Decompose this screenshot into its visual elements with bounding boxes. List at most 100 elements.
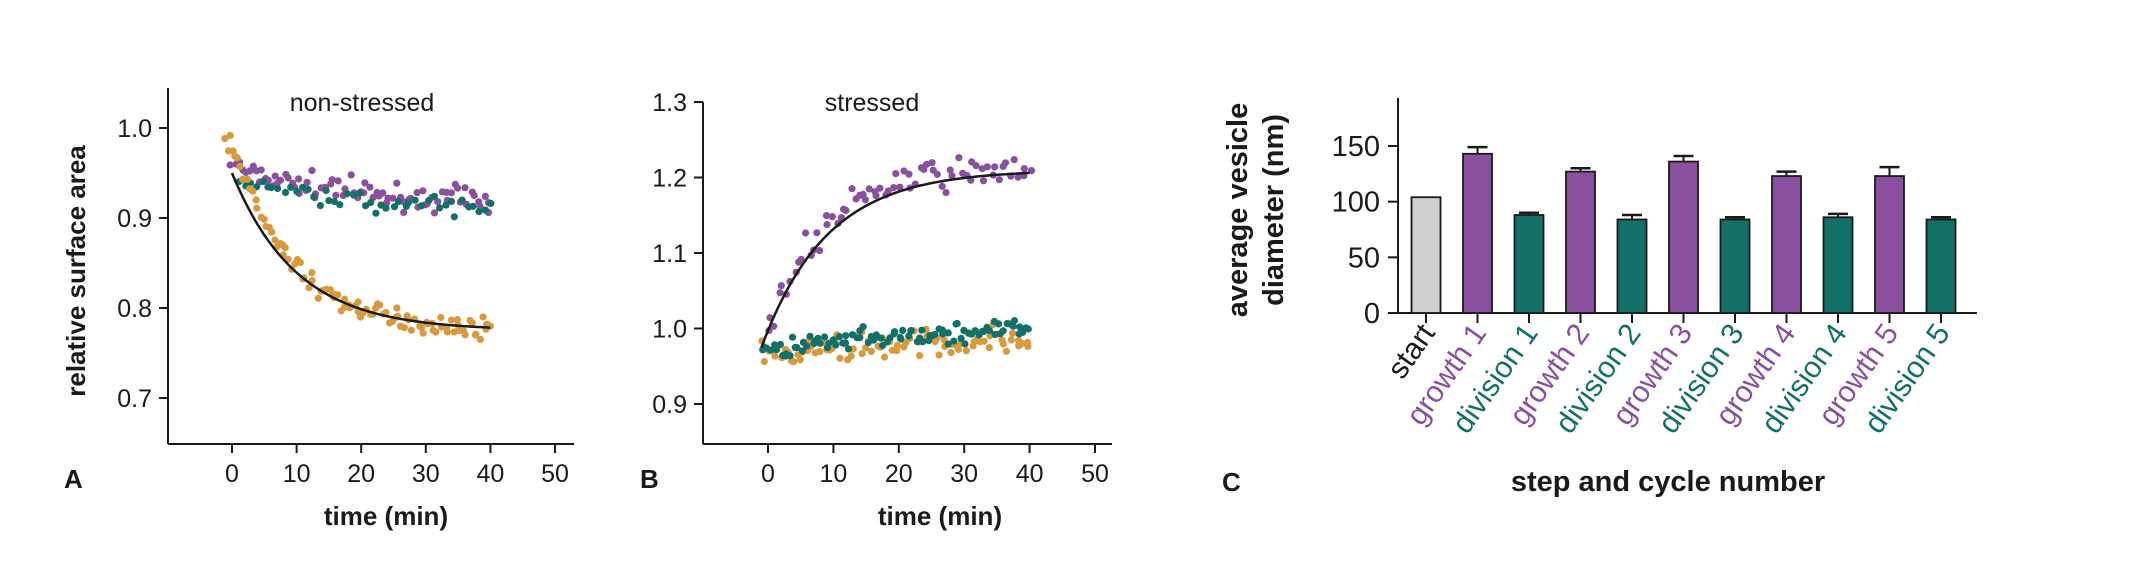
panel-b-series-teal [759, 317, 1032, 360]
data-point [938, 326, 947, 334]
data-point [316, 202, 324, 210]
data-point [892, 170, 900, 178]
data-point [468, 319, 476, 327]
panel-b-x-tick-label: 40 [1016, 460, 1044, 488]
data-point [884, 187, 892, 195]
bar-division-1 [1513, 214, 1545, 314]
data-point [771, 352, 779, 360]
panel-c-y-label-line-2: diameter (nm) [1258, 114, 1290, 306]
data-point [793, 344, 801, 352]
data-point [1010, 317, 1019, 325]
data-point [802, 229, 810, 237]
data-point [249, 187, 257, 195]
panel-a-y-tick-label: 0.9 [117, 205, 152, 233]
panel-c-y-tick-label: 100 [1332, 187, 1380, 219]
panel-a-letter: A [64, 464, 83, 494]
data-point [848, 185, 856, 193]
data-point [389, 194, 397, 202]
data-point [972, 162, 980, 170]
panel-b-x-tick-label: 0 [761, 460, 775, 488]
data-point [276, 176, 284, 184]
data-point [832, 341, 840, 349]
panel-a-x-tick-label: 0 [225, 460, 239, 488]
data-point [841, 339, 850, 347]
data-point [861, 196, 870, 204]
data-point [955, 154, 963, 162]
data-point [281, 188, 290, 197]
data-point [1024, 342, 1032, 350]
data-point [296, 258, 304, 267]
data-point [271, 236, 279, 244]
data-point [394, 198, 402, 206]
data-point [295, 175, 303, 183]
data-point [944, 340, 952, 348]
panel-c-letter: C [1222, 467, 1241, 497]
panel-a-x-tick-label: 20 [347, 460, 375, 488]
data-point [437, 313, 445, 322]
data-point [418, 323, 426, 331]
data-point [859, 323, 867, 331]
data-point [907, 327, 915, 335]
data-point [828, 213, 836, 221]
data-point [905, 170, 913, 178]
data-point [366, 183, 374, 191]
panel-b-chart: stressed 0.9 1.0 1.1 1.2 1.3 0 10 20 30 40 50 tim… [640, 89, 1112, 531]
data-point [274, 184, 282, 193]
data-point [404, 199, 412, 207]
data-point [962, 347, 970, 355]
data-point [1001, 159, 1010, 167]
data-point [836, 354, 844, 362]
data-point [776, 340, 785, 349]
data-point [880, 353, 889, 361]
data-point [948, 172, 956, 180]
panel-a-fit-curve [230, 172, 491, 329]
panel-c-y-tick-label: 150 [1332, 131, 1380, 163]
data-point [328, 176, 336, 184]
data-point [806, 332, 814, 340]
data-point [950, 337, 958, 345]
panel-b-title: stressed [825, 89, 919, 117]
panel-c-y-tick-label: 0 [1364, 298, 1380, 330]
data-point [430, 209, 439, 217]
data-point [367, 198, 375, 207]
data-point [382, 204, 390, 212]
data-point [935, 351, 943, 359]
data-point [450, 213, 458, 221]
data-point [946, 166, 954, 174]
data-point [304, 185, 312, 193]
bar-division-3 [1719, 218, 1751, 314]
data-point [858, 350, 866, 358]
data-point [379, 189, 387, 197]
data-point [281, 244, 289, 252]
data-point [919, 338, 927, 346]
data-point [947, 349, 955, 357]
data-point [476, 335, 484, 343]
data-point [891, 328, 899, 336]
data-point [980, 337, 988, 345]
data-point [995, 176, 1003, 184]
bar-division-4 [1822, 216, 1854, 314]
bar-start [1410, 196, 1442, 314]
data-point [821, 333, 829, 341]
data-point [896, 183, 904, 191]
data-point [350, 191, 358, 199]
data-point [268, 228, 276, 236]
data-point [347, 171, 355, 179]
data-point [475, 208, 483, 216]
data-point [334, 291, 342, 299]
data-point [991, 163, 999, 171]
data-point [334, 177, 342, 185]
data-point [233, 154, 241, 162]
panel-b-series-purple [765, 154, 1036, 335]
data-point [957, 334, 965, 342]
data-point [918, 326, 926, 334]
data-point [259, 177, 267, 185]
data-point [890, 184, 898, 192]
data-point [1016, 323, 1024, 331]
data-point [770, 322, 778, 330]
panel-b-letter: B [640, 464, 659, 494]
panel-a-title: non-stressed [290, 89, 435, 117]
data-point [928, 159, 936, 167]
panel-b-x-tick-label: 10 [819, 460, 847, 488]
